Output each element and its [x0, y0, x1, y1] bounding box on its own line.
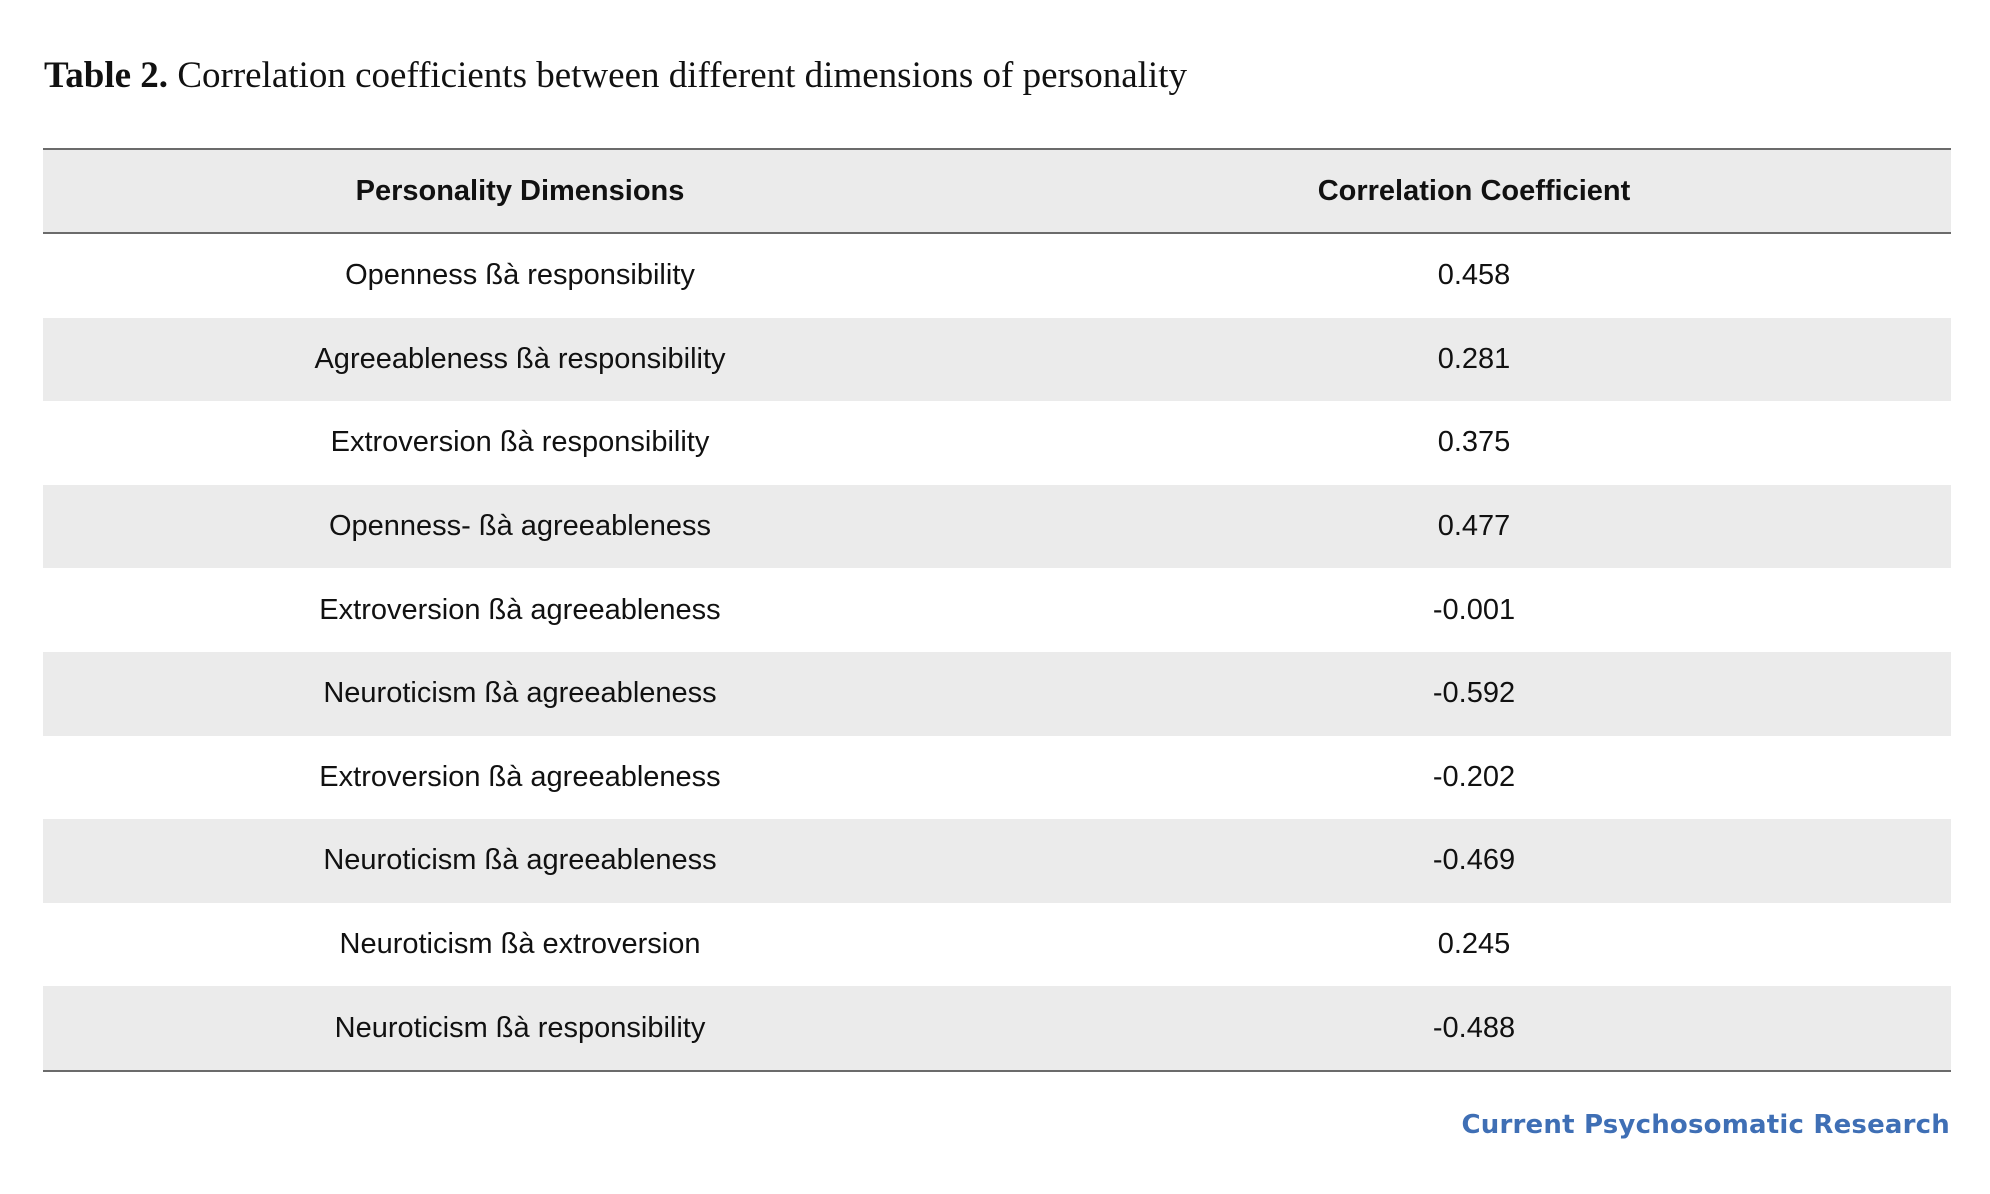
dimension-cell: Neuroticism ßà agreeableness — [43, 651, 997, 736]
correlation-table: Personality Dimensions Correlation Coeff… — [43, 148, 1951, 1072]
dimension-cell: Openness ßà responsibility — [345, 259, 695, 292]
dimension-cell: Neuroticism ßà responsibility — [43, 986, 997, 1072]
coefficient-cell: 0.281 — [997, 317, 1951, 402]
dimension-cell: Neuroticism ßà extroversion — [339, 928, 701, 961]
table-caption-text: Correlation coefficients between differe… — [177, 55, 1187, 96]
coefficient-cell: -0.592 — [997, 651, 1951, 736]
coefficient-cell: -0.001 — [1432, 593, 1516, 626]
table-row: Openness ßà responsibility 0.458 — [43, 233, 1951, 318]
table-row: Extroversion ßà responsibility 0.375 — [43, 401, 1951, 485]
coefficient-cell: 0.245 — [1437, 928, 1511, 961]
dimension-cell: Openness- ßà agreeableness — [43, 484, 997, 569]
header-personality-dimensions: Personality Dimensions — [43, 148, 997, 234]
dimension-cell: Agreeableness ßà responsibility — [43, 317, 997, 402]
coefficient-cell: -0.488 — [997, 986, 1951, 1072]
dimension-cell: Extroversion ßà agreeableness — [319, 593, 721, 626]
table-row: Neuroticism ßà agreeableness -0.592 — [43, 651, 1951, 736]
dimension-cell: Extroversion ßà agreeableness — [319, 760, 721, 793]
table-row: Neuroticism ßà responsibility -0.488 — [43, 986, 1951, 1072]
coefficient-cell: -0.202 — [1432, 760, 1516, 793]
table-caption: Table 2. Correlation coefficients betwee… — [44, 52, 1187, 100]
table-row: Neuroticism ßà agreeableness -0.469 — [43, 819, 1951, 903]
table-row: Openness- ßà agreeableness 0.477 — [43, 484, 1951, 569]
dimension-cell: Neuroticism ßà agreeableness — [43, 819, 997, 903]
table-header-row: Personality Dimensions Correlation Coeff… — [43, 148, 1951, 234]
table-caption-label: Table 2. — [44, 55, 169, 96]
table-row: Extroversion ßà agreeableness -0.202 — [43, 736, 1951, 820]
table-row: Agreeableness ßà responsibility 0.281 — [43, 317, 1951, 402]
header-correlation-coefficient: Correlation Coefficient — [997, 148, 1951, 234]
correlation-table-container: Personality Dimensions Correlation Coeff… — [43, 148, 1951, 1072]
dimension-cell: Extroversion ßà responsibility — [330, 426, 710, 459]
table-row: Extroversion ßà agreeableness -0.001 — [43, 568, 1951, 652]
table-row: Neuroticism ßà extroversion 0.245 — [43, 903, 1951, 987]
coefficient-cell: 0.458 — [1437, 259, 1511, 292]
coefficient-cell: -0.469 — [997, 819, 1951, 903]
coefficient-cell: 0.375 — [1437, 426, 1511, 459]
coefficient-cell: 0.477 — [997, 484, 1951, 569]
journal-logo-text: Current Psychosomatic Research — [1461, 1110, 1950, 1140]
